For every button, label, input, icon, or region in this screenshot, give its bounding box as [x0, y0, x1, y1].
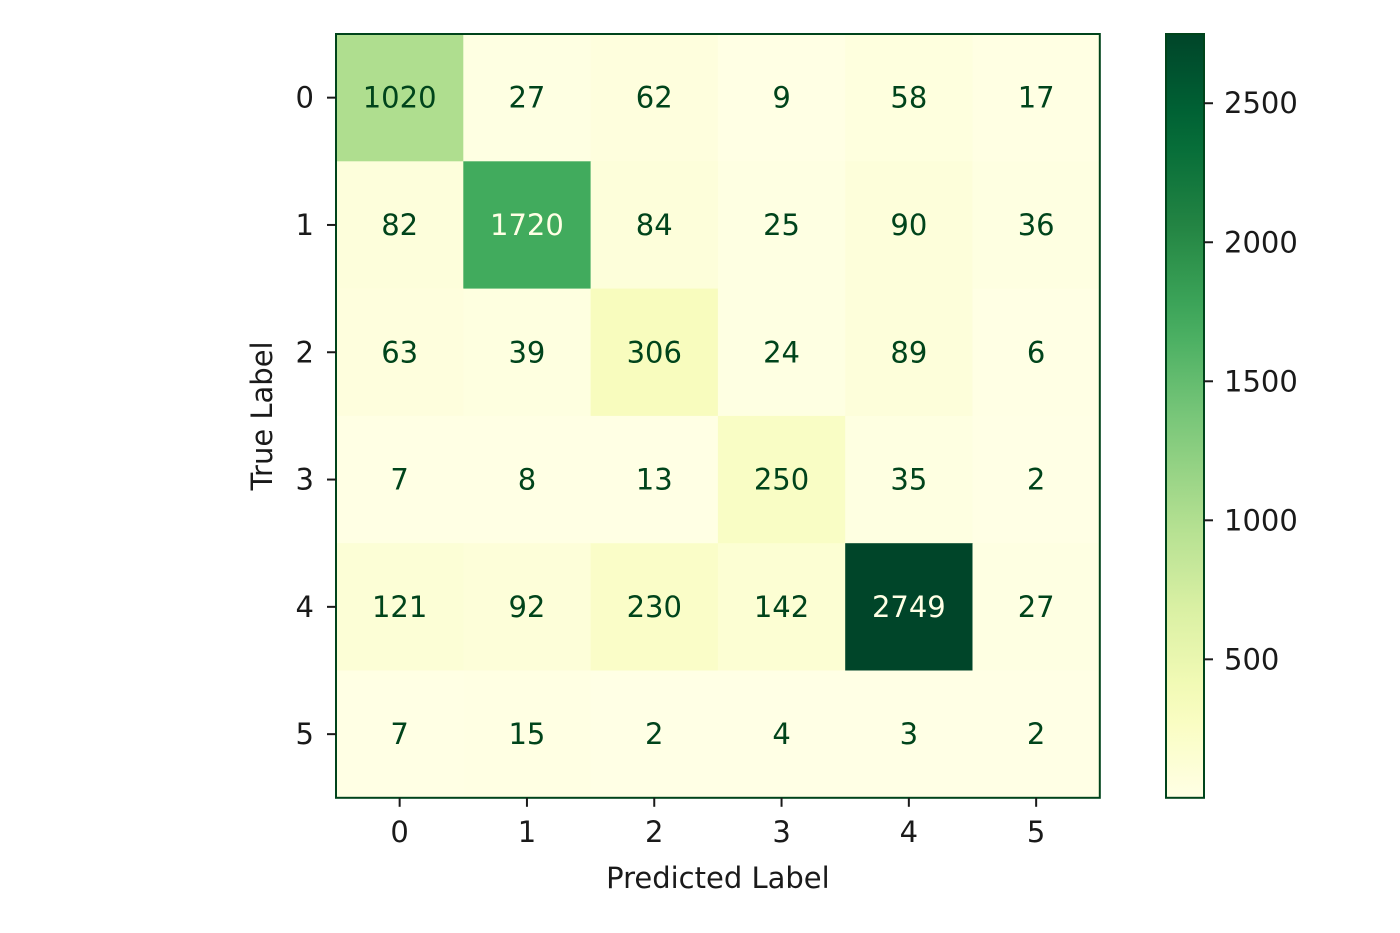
cell-r3-c5: [972, 415, 1101, 544]
y-axis-label: True Label: [245, 341, 279, 491]
heatmap-cells: [336, 34, 1101, 799]
cell-label-r2-c3: 24: [763, 335, 800, 369]
cell-r5-c0: [336, 670, 464, 799]
cell-r4-c3: [717, 543, 846, 672]
cell-r1-c4: [845, 161, 974, 290]
cell-r0-c0: [336, 34, 464, 162]
cell-r5-c3: [717, 670, 846, 799]
cell-r0-c3: [717, 34, 846, 162]
cell-label-r1-c1: 1720: [490, 208, 564, 242]
y-tick-label-1: 1: [296, 208, 314, 242]
colorbar-tick-label-2: 1500: [1224, 364, 1298, 398]
cell-r3-c1: [463, 415, 592, 544]
cell-label-r4-c0: 121: [372, 590, 427, 624]
cell-r1-c2: [590, 161, 719, 290]
colorbar-tick-label-0: 500: [1224, 642, 1279, 676]
cell-r4-c5: [972, 543, 1101, 672]
x-tick-label-5: 5: [1027, 815, 1045, 849]
cell-label-r5-c2: 2: [645, 717, 663, 751]
cell-r2-c4: [845, 288, 974, 417]
cell-r4-c2: [590, 543, 719, 672]
cell-label-r1-c5: 36: [1018, 208, 1055, 242]
y-tick-label-2: 2: [296, 335, 314, 369]
colorbar-tick-label-3: 2000: [1224, 225, 1298, 259]
y-tick-label-0: 0: [296, 81, 314, 115]
cell-label-r0-c1: 27: [508, 81, 545, 115]
cell-r1-c5: [972, 161, 1101, 290]
x-tick-label-0: 0: [390, 815, 408, 849]
cell-r5-c2: [590, 670, 719, 799]
cell-r4-c0: [336, 543, 464, 672]
cell-r2-c1: [463, 288, 592, 417]
cell-label-r3-c5: 2: [1027, 463, 1045, 497]
y-axis-ticks: 0 1 2 3 4 5: [296, 81, 336, 751]
cell-label-r0-c5: 17: [1018, 81, 1055, 115]
cell-label-r5-c3: 4: [772, 717, 790, 751]
cell-r0-c4: [845, 34, 974, 162]
x-tick-label-3: 3: [772, 815, 790, 849]
cell-r1-c0: [336, 161, 464, 290]
cell-label-r3-c4: 35: [890, 463, 927, 497]
cell-r3-c3: [717, 415, 846, 544]
cell-r4-c1: [463, 543, 592, 672]
cell-label-r0-c2: 62: [636, 81, 673, 115]
cell-label-r4-c5: 27: [1018, 590, 1055, 624]
cell-label-r5-c1: 15: [508, 717, 545, 751]
colorbar-ticks: 500 1000 1500 2000 2500: [1204, 86, 1298, 676]
cell-label-r2-c0: 63: [381, 335, 418, 369]
cell-label-r1-c2: 84: [636, 208, 673, 242]
cell-label-r0-c0: 1020: [363, 81, 437, 115]
colorbar-tick-label-4: 2500: [1224, 86, 1298, 120]
cell-r2-c2: [590, 288, 719, 417]
cell-label-r3-c2: 13: [636, 463, 673, 497]
cell-r5-c5: [972, 670, 1101, 799]
cell-label-r4-c4: 2749: [872, 590, 946, 624]
cell-r3-c0: [336, 415, 464, 544]
cell-r3-c4: [845, 415, 974, 544]
cell-label-r5-c4: 3: [900, 717, 918, 751]
cell-label-r1-c3: 25: [763, 208, 800, 242]
cell-label-r2-c2: 306: [627, 335, 682, 369]
cell-r0-c2: [590, 34, 719, 162]
cell-label-r2-c4: 89: [890, 335, 927, 369]
colorbar: [1165, 33, 1205, 799]
cell-r2-c5: [972, 288, 1101, 417]
cell-r4-c4: [845, 543, 974, 672]
x-axis-label: Predicted Label: [606, 861, 830, 895]
cell-label-r3-c3: 250: [754, 463, 809, 497]
x-tick-label-1: 1: [518, 815, 536, 849]
cell-label-r5-c5: 2: [1027, 717, 1045, 751]
x-tick-label-2: 2: [645, 815, 663, 849]
cell-r1-c1: [463, 161, 592, 290]
cell-label-r4-c3: 142: [754, 590, 809, 624]
cell-r2-c0: [336, 288, 464, 417]
cell-label-r0-c3: 9: [772, 81, 790, 115]
colorbar-tick-label-1: 1000: [1224, 503, 1298, 537]
cell-r2-c3: [717, 288, 846, 417]
x-axis-ticks: 0 1 2 3 4 5: [390, 797, 1045, 849]
cell-r5-c4: [845, 670, 974, 799]
y-tick-label-5: 5: [296, 717, 314, 751]
cell-label-r4-c1: 92: [508, 590, 545, 624]
cell-label-r3-c0: 7: [390, 463, 408, 497]
cell-label-r1-c4: 90: [890, 208, 927, 242]
cell-label-r5-c0: 7: [390, 717, 408, 751]
cell-label-r4-c2: 230: [627, 590, 682, 624]
y-tick-label-3: 3: [296, 463, 314, 497]
plot-frame: [335, 33, 1101, 799]
cell-label-r2-c5: 6: [1027, 335, 1045, 369]
cell-r0-c1: [463, 34, 592, 162]
cell-label-r2-c1: 39: [508, 335, 545, 369]
cell-label-r3-c1: 8: [518, 463, 536, 497]
y-tick-label-4: 4: [296, 590, 314, 624]
cell-r5-c1: [463, 670, 592, 799]
x-tick-label-4: 4: [900, 815, 918, 849]
cell-label-r1-c0: 82: [381, 208, 418, 242]
cell-r3-c2: [590, 415, 719, 544]
cell-r1-c3: [717, 161, 846, 290]
cell-r0-c5: [972, 34, 1101, 162]
cell-label-r0-c4: 58: [890, 81, 927, 115]
